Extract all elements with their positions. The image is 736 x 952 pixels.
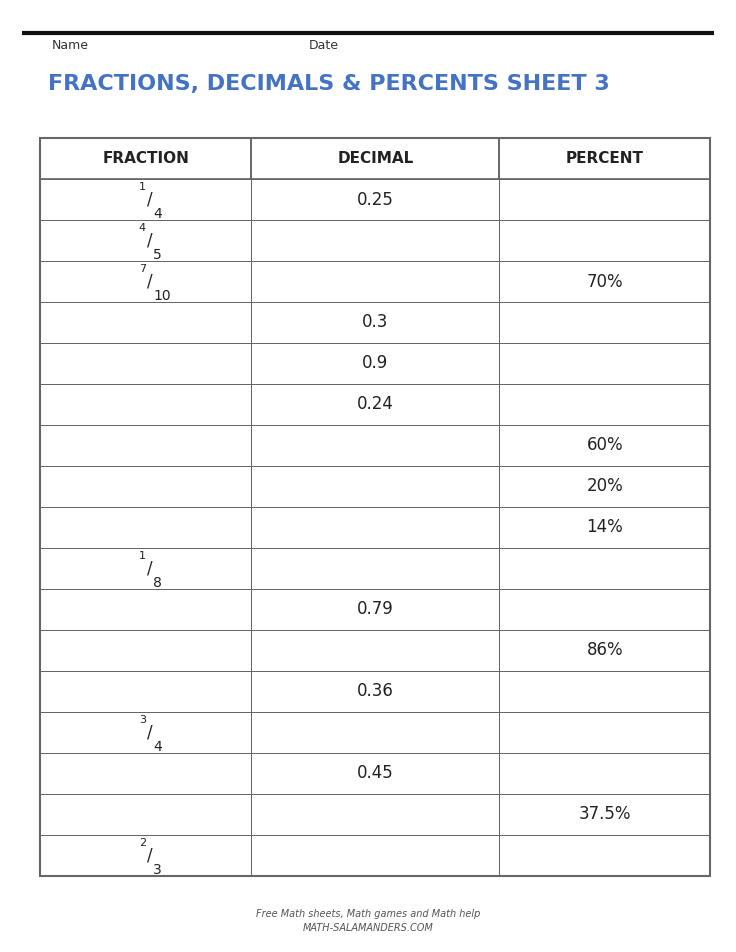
Bar xyxy=(40,548,252,589)
Text: 20%: 20% xyxy=(587,478,623,495)
Bar xyxy=(40,138,252,179)
Text: FRACTIONS, DECIMALS & PERCENTS SHEET 3: FRACTIONS, DECIMALS & PERCENTS SHEET 3 xyxy=(48,73,609,94)
Text: 60%: 60% xyxy=(587,436,623,454)
Bar xyxy=(499,343,710,384)
Bar xyxy=(252,138,499,179)
Text: 5: 5 xyxy=(153,248,162,262)
Bar xyxy=(499,466,710,506)
Text: PERCENT: PERCENT xyxy=(566,151,644,166)
Text: Free Math sheets, Math games and Math help
MATH-SALAMANDERS.COM: Free Math sheets, Math games and Math he… xyxy=(256,908,480,933)
Bar xyxy=(252,671,499,712)
Text: /: / xyxy=(147,846,152,864)
Bar xyxy=(40,138,710,876)
Bar xyxy=(252,466,499,506)
Bar xyxy=(252,835,499,876)
Bar xyxy=(40,712,252,753)
Bar xyxy=(40,261,252,302)
Text: 2: 2 xyxy=(139,838,146,847)
Text: FRACTION: FRACTION xyxy=(102,151,189,166)
Bar xyxy=(252,179,499,220)
Bar xyxy=(40,179,252,220)
Text: 0.25: 0.25 xyxy=(357,190,394,208)
Bar xyxy=(499,671,710,712)
Text: /: / xyxy=(147,231,152,249)
Bar xyxy=(252,589,499,630)
Bar xyxy=(499,302,710,343)
Bar xyxy=(252,343,499,384)
Bar xyxy=(499,261,710,302)
Bar xyxy=(40,425,252,466)
Text: 86%: 86% xyxy=(587,642,623,660)
Bar xyxy=(40,302,252,343)
Bar xyxy=(499,794,710,835)
Bar xyxy=(252,753,499,794)
Text: 10: 10 xyxy=(153,289,171,303)
Text: 37.5%: 37.5% xyxy=(578,805,631,823)
Text: DECIMAL: DECIMAL xyxy=(337,151,414,166)
Bar xyxy=(499,384,710,425)
Text: 3: 3 xyxy=(139,715,146,724)
Text: 0.45: 0.45 xyxy=(357,764,394,783)
Text: 8: 8 xyxy=(153,576,162,590)
Text: 7: 7 xyxy=(139,264,146,274)
Text: Name: Name xyxy=(52,39,88,52)
Text: 0.24: 0.24 xyxy=(357,395,394,413)
Text: 0.9: 0.9 xyxy=(362,354,389,372)
Bar xyxy=(499,548,710,589)
Bar xyxy=(40,384,252,425)
Text: /: / xyxy=(147,272,152,290)
Text: Date: Date xyxy=(309,39,339,52)
Bar xyxy=(40,753,252,794)
Bar xyxy=(40,343,252,384)
Bar xyxy=(499,589,710,630)
Bar xyxy=(40,835,252,876)
Bar xyxy=(499,712,710,753)
Bar xyxy=(40,220,252,261)
Bar xyxy=(499,506,710,548)
Bar xyxy=(40,794,252,835)
Bar xyxy=(40,671,252,712)
Text: /: / xyxy=(147,724,152,742)
Bar xyxy=(499,220,710,261)
Text: 4: 4 xyxy=(139,223,146,233)
Bar xyxy=(252,302,499,343)
Bar xyxy=(40,589,252,630)
Bar xyxy=(252,261,499,302)
Text: 3: 3 xyxy=(153,863,162,877)
Text: 0.79: 0.79 xyxy=(357,601,394,619)
Bar xyxy=(252,425,499,466)
Text: 4: 4 xyxy=(153,740,162,754)
Text: /: / xyxy=(147,560,152,578)
Bar xyxy=(499,630,710,671)
Bar xyxy=(40,466,252,506)
Bar xyxy=(499,425,710,466)
Text: 1: 1 xyxy=(139,551,146,561)
Text: /: / xyxy=(147,190,152,208)
Bar xyxy=(252,220,499,261)
Text: 1: 1 xyxy=(139,182,146,192)
Bar xyxy=(40,630,252,671)
Text: 0.3: 0.3 xyxy=(362,313,389,331)
Text: 4: 4 xyxy=(153,208,162,221)
Bar xyxy=(499,753,710,794)
Bar xyxy=(252,506,499,548)
Text: 0.36: 0.36 xyxy=(357,683,394,701)
Bar xyxy=(252,548,499,589)
Bar xyxy=(499,179,710,220)
Bar xyxy=(252,384,499,425)
Text: 70%: 70% xyxy=(587,272,623,290)
Bar xyxy=(252,712,499,753)
Bar xyxy=(499,138,710,179)
Bar xyxy=(252,630,499,671)
Bar xyxy=(499,835,710,876)
Bar xyxy=(252,794,499,835)
Bar xyxy=(40,506,252,548)
Text: 14%: 14% xyxy=(587,519,623,536)
